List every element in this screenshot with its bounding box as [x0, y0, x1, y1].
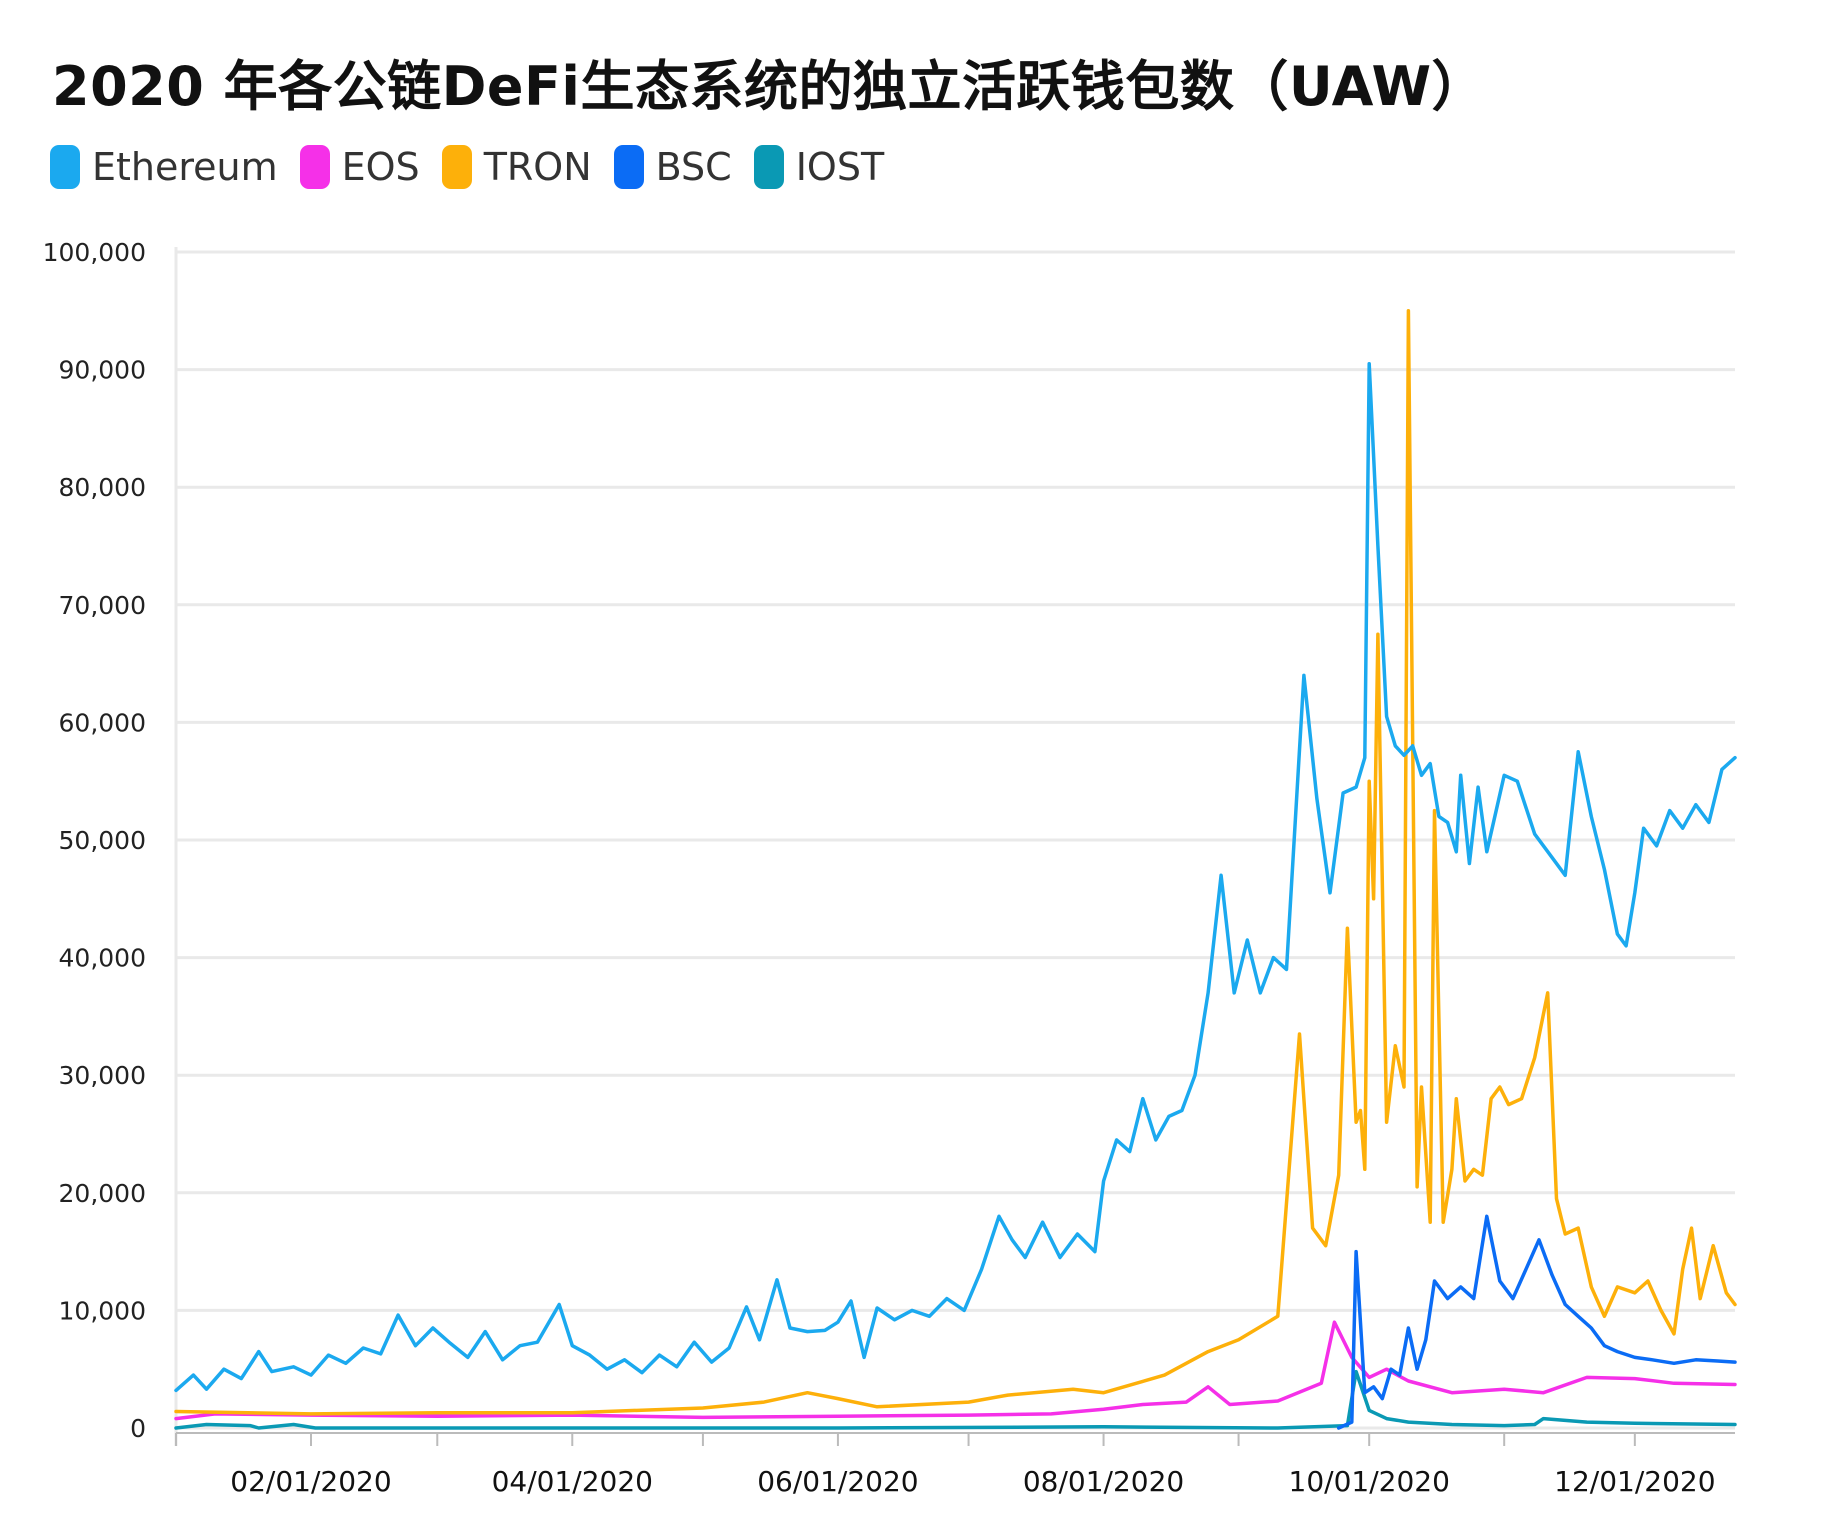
x-tick-label: 08/01/2020	[1023, 1465, 1184, 1498]
series-line-bsc	[1336, 1214, 1737, 1430]
legend: Ethereum EOS TRON BSC IOST	[50, 145, 884, 189]
series-line-tron	[174, 309, 1737, 1416]
legend-swatch-ethereum	[50, 145, 80, 189]
y-axis-ticks: 0 10,000 20,000 30,000 40,000 50,000 60,000 70,…	[43, 238, 146, 1443]
x-axis: 02/01/2020 04/01/2020 06/01/2020 08/01/2020…	[175, 1432, 1735, 1498]
chart-title: 2020 年各公链DeFi生态系统的独立活跃钱包数（UAW）	[52, 55, 1487, 118]
y-tick-label: 30,000	[59, 1061, 146, 1090]
series-line-eos	[174, 1320, 1737, 1421]
gridlines	[174, 247, 1735, 1446]
y-tick-label: 60,000	[59, 708, 146, 737]
y-tick-label: 80,000	[59, 473, 146, 502]
x-tick-label: 02/01/2020	[230, 1465, 391, 1498]
y-tick-label: 50,000	[59, 826, 146, 855]
series-line-iost	[174, 1369, 1737, 1430]
y-tick-label: 40,000	[59, 944, 146, 973]
x-tick-label: 10/01/2020	[1289, 1465, 1450, 1498]
legend-swatch-eos	[299, 145, 330, 189]
legend-swatch-iost	[753, 145, 784, 189]
y-tick-label: 70,000	[59, 591, 146, 620]
legend-label-iost: IOST	[795, 145, 885, 189]
y-tick-label: 0	[130, 1414, 146, 1443]
x-tick-label: 06/01/2020	[757, 1465, 918, 1498]
x-tick-label: 04/01/2020	[492, 1465, 653, 1498]
legend-item-iost[interactable]: IOST	[753, 145, 885, 189]
legend-label-ethereum: Ethereum	[92, 145, 278, 189]
y-tick-label: 20,000	[59, 1179, 146, 1208]
x-tick-label: 12/01/2020	[1554, 1465, 1715, 1498]
y-tick-label: 10,000	[59, 1296, 146, 1325]
legend-item-eos[interactable]: EOS	[299, 145, 420, 189]
legend-swatch-tron	[441, 145, 472, 189]
legend-item-bsc[interactable]: BSC	[613, 145, 732, 189]
y-tick-label: 100,000	[43, 238, 146, 267]
series-line-ethereum	[174, 361, 1737, 1393]
legend-label-eos: EOS	[341, 145, 420, 189]
series-lines	[174, 309, 1737, 1430]
legend-item-ethereum[interactable]: Ethereum	[50, 145, 278, 189]
legend-swatch-bsc	[613, 145, 644, 189]
legend-label-bsc: BSC	[655, 145, 732, 189]
y-tick-label: 90,000	[59, 356, 146, 385]
legend-label-tron: TRON	[483, 145, 592, 189]
legend-item-tron[interactable]: TRON	[441, 145, 592, 189]
